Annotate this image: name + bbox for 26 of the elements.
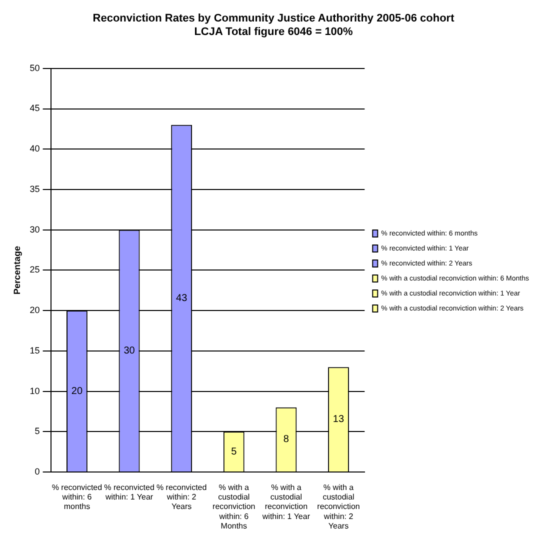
x-tick-label: % reconvicted within: 2 Years (156, 483, 207, 512)
y-tick-label: 15 (30, 345, 40, 356)
data-label: 5 (231, 446, 238, 458)
x-tick-label: % with a custodial reconviction within: 6 Months (212, 483, 256, 530)
chart-subtitle: LCJA Total figure 6046 = 100% (194, 26, 354, 38)
y-axis-title: Percentage (12, 246, 22, 294)
data-label: 30 (124, 345, 136, 356)
x-tick-label: % reconvicted within: 1 Year (104, 483, 154, 502)
y-tick-label: 25 (30, 264, 40, 275)
y-tick-label: 5 (34, 426, 40, 436)
y-tick-label: 0 (34, 466, 40, 476)
x-tick-label: % reconvicted within: 6 months (52, 483, 102, 512)
x-tick-label: % with a custodial reconviction within: 1 Year (261, 483, 310, 521)
y-tick-label: 50 (30, 62, 40, 73)
y-tick-label: 10 (30, 386, 40, 396)
y-tick-label: 30 (30, 224, 40, 234)
y-tick-label: 45 (30, 103, 40, 114)
data-label: 8 (283, 434, 290, 446)
data-label: 20 (71, 386, 83, 397)
y-tick-label: 35 (30, 184, 40, 194)
y-tick-label: 20 (30, 305, 40, 316)
chart-title: Reconviction Rates by Community Justice Authorithy 2005-06 cohort (92, 12, 455, 25)
y-tick-label: 40 (30, 144, 40, 154)
data-label: 43 (176, 292, 188, 304)
data-label: 13 (332, 414, 344, 426)
x-tick-label: % with a custodial reconviction within: 2 Years (317, 483, 360, 530)
